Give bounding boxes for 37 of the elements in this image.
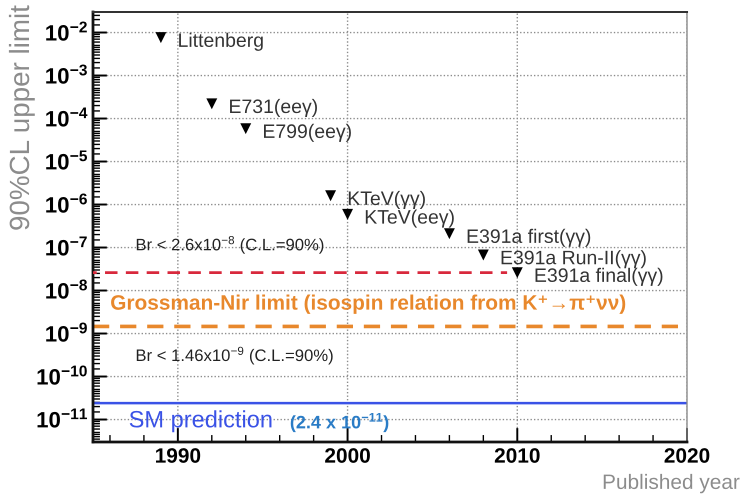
y-tick-label: 10$^{−4}$: [46, 107, 88, 127]
y-tick-label: 10$^{−9}$: [46, 322, 87, 342]
annotation: KTeV(eeγ): [366, 209, 454, 228]
point: [155, 32, 166, 44]
y-tick-label: 10$^{−10}$: [38, 365, 87, 385]
annotation: E731(eeγ): [230, 98, 317, 118]
point: [444, 228, 455, 240]
annotation: E391a final(γγ): [536, 268, 662, 286]
y-tick-label: 10$^{−5}$: [46, 150, 88, 170]
x-axis-title: Published year: [604, 474, 740, 494]
y-tick-label: 10$^{−7}$: [46, 236, 87, 256]
annotation: Littenberg: [179, 32, 263, 51]
annotation: Br < 1.46x10$^{−9}$ (C.L.=90%): [136, 346, 333, 364]
ref-line-label: Grossman-Nir limit (isospin relation from K⁺→π⁺νν): [111, 294, 626, 314]
annotation: E391a Run-II(γγ): [502, 250, 646, 268]
y-tick-label: 10$^{−2}$: [46, 21, 87, 41]
ref-line-label: SM prediction: [130, 410, 272, 432]
point: [478, 250, 489, 260]
y-tick-label: 10$^{−11}$: [38, 408, 88, 428]
x-tick-label: 1990: [156, 448, 200, 463]
y-tick-label: 10$^{−3}$: [46, 64, 87, 84]
annotation: KTeV(γγ): [348, 190, 425, 209]
annotation: E799(eeγ): [264, 124, 351, 142]
annotation: Br < 2.6x10$^{−8}$ (C.L.=90%): [136, 236, 324, 254]
x-tick-label: 2020: [664, 448, 710, 463]
x-tick-label: 2010: [494, 448, 540, 463]
point: [325, 190, 336, 202]
point: [342, 208, 354, 220]
point: [240, 123, 252, 134]
x-tick-label: 2000: [325, 448, 370, 463]
y-tick-label: 10$^{−8}$: [46, 279, 87, 299]
y-tick-label: 10$^{−6}$: [46, 193, 87, 213]
annotation: E391a first(γγ): [468, 228, 590, 247]
annotation: (2.4 x 10$^{−11}$): [290, 412, 388, 432]
y-axis-title: 90%CL upper limit: [8, 5, 35, 230]
point: [206, 98, 218, 110]
point: [512, 267, 523, 278]
